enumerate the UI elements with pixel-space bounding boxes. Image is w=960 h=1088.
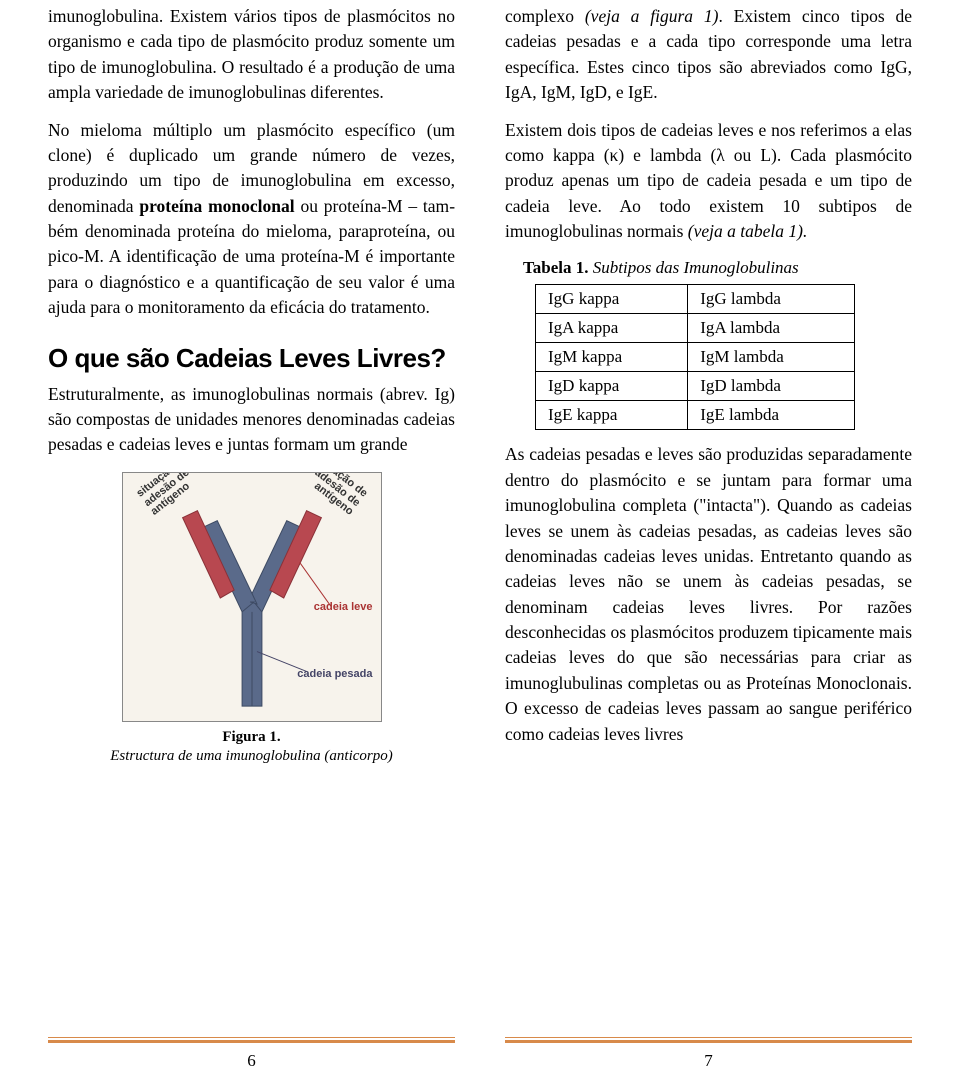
table-row: IgM kappaIgM lambda xyxy=(536,343,855,372)
left-p1: imunoglobulina. Existem vários tipos de … xyxy=(48,4,455,106)
table-title: Tabela 1. Subtipos das Imunoglobulinas xyxy=(523,258,912,278)
page-spread: imunoglobulina. Existem vários tipos de … xyxy=(0,0,960,1040)
right-p1a: complexo xyxy=(505,6,585,26)
cell: IgD kappa xyxy=(536,372,688,401)
subtypes-table: IgG kappaIgG lambda IgA kappaIgA lambda … xyxy=(535,284,855,430)
cell: IgE lambda xyxy=(688,401,855,430)
left-p2: No mieloma múltiplo um plasmócito espe­c… xyxy=(48,118,455,321)
antibody-diagram: situação de adesão de antígeno situação … xyxy=(122,472,382,722)
fig-label-heavy: cadeia pesada xyxy=(297,668,372,680)
figure-1: situação de adesão de antígeno situação … xyxy=(48,472,455,767)
fig-caption-text: Estructura de uma imunoglobulina (antico… xyxy=(110,748,392,764)
left-p3: Estruturalmente, as imunoglobulinas norm… xyxy=(48,382,455,458)
table-row: IgE kappaIgE lambda xyxy=(536,401,855,430)
cell: IgA lambda xyxy=(688,314,855,343)
left-p2b: proteína monoclonal xyxy=(139,196,294,216)
fig-label-light: cadeia leve xyxy=(314,601,373,613)
table-body: IgG kappaIgG lambda IgA kappaIgA lambda … xyxy=(536,285,855,430)
right-column: complexo (veja a figura 1). Existem cinc… xyxy=(505,4,912,1020)
table-row: IgA kappaIgA lambda xyxy=(536,314,855,343)
right-p2: Existem dois tipos de cadeias leves e no… xyxy=(505,118,912,245)
figure-caption: Figura 1. Estructura de uma imunoglobuli… xyxy=(110,728,392,767)
footer-left: 6 xyxy=(48,1040,455,1076)
cell: IgD lambda xyxy=(688,372,855,401)
right-p1: complexo (veja a figura 1). Existem cinc… xyxy=(505,4,912,106)
footer: 6 7 xyxy=(0,1040,960,1088)
cell: IgM kappa xyxy=(536,343,688,372)
page-number-left: 6 xyxy=(48,1051,455,1071)
cell: IgG kappa xyxy=(536,285,688,314)
tbl-title-b: Tabela 1. xyxy=(523,258,589,277)
cell: IgA kappa xyxy=(536,314,688,343)
table-row: IgD kappaIgD lambda xyxy=(536,372,855,401)
cell: IgG lambda xyxy=(688,285,855,314)
right-p3: As cadeias pesadas e leves são produzida… xyxy=(505,442,912,747)
fig-title: Figura 1. xyxy=(222,729,280,745)
left-column: imunoglobulina. Existem vários tipos de … xyxy=(48,4,455,1020)
tbl-title-i: Subtipos das Imunoglobulinas xyxy=(589,258,799,277)
footer-right: 7 xyxy=(505,1040,912,1076)
right-p1b: (veja a figura 1) xyxy=(585,6,719,26)
right-p2b: (veja a tabela 1). xyxy=(688,221,808,241)
cell: IgE kappa xyxy=(536,401,688,430)
heading-cadeias: O que são Cadeias Leves Livres? xyxy=(48,343,455,374)
table-row: IgG kappaIgG lambda xyxy=(536,285,855,314)
page-number-right: 7 xyxy=(505,1051,912,1071)
cell: IgM lambda xyxy=(688,343,855,372)
